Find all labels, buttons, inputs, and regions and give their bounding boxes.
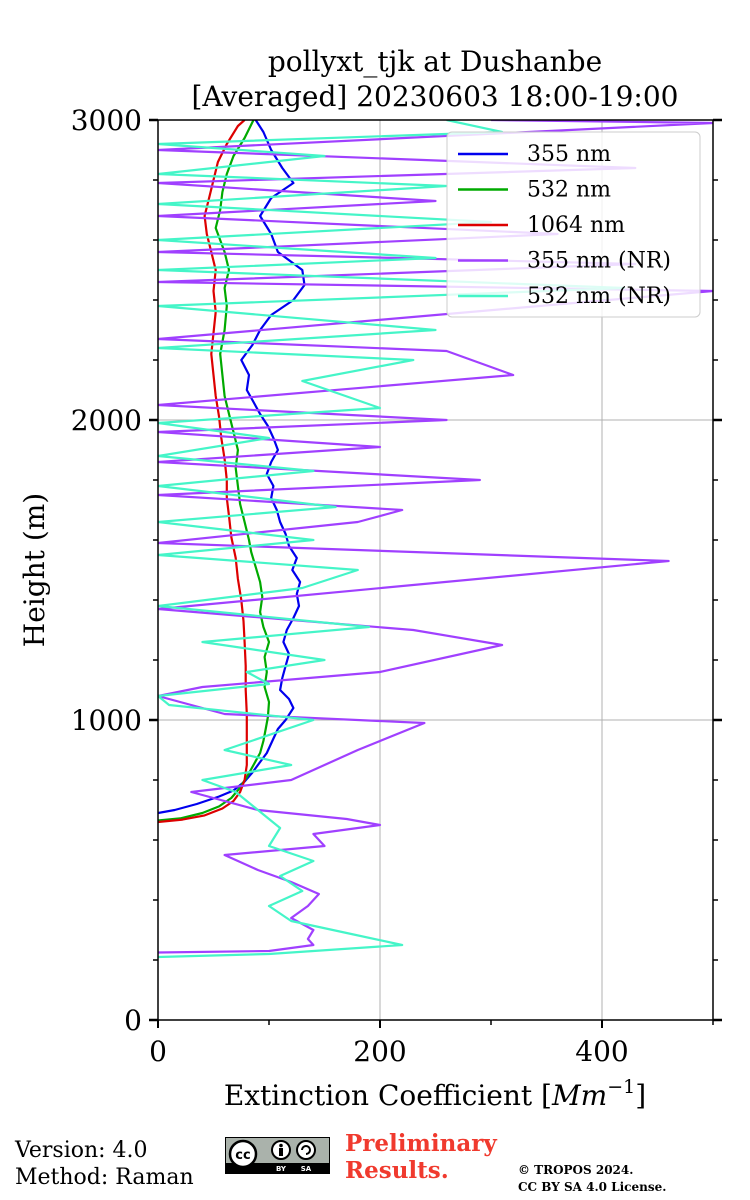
x-axis-label-exp: −1 [607,1076,635,1098]
copyright-line2: CC BY SA 4.0 License. [518,1180,667,1194]
y-axis-label: Height (m) [18,493,51,647]
plot-frame [157,119,714,1021]
by-label: BY [276,1165,287,1173]
cc-logo-icon [228,1139,258,1169]
version-text: Version: 4.0 [15,1138,148,1163]
x-tick-label-1: 200 [353,1035,406,1068]
axis-ticks: 0 200 400 0 1000 2000 3000 [71,104,722,1068]
y-tick-label-3: 3000 [71,104,142,137]
copyright-line1: © TROPOS 2024. [518,1163,634,1177]
series-line-2 [158,120,248,824]
x-tick-label-2: 400 [575,1035,628,1068]
chart-title-line2: [Averaged] 20230603 18:00-19:00 [192,80,679,113]
legend-label-2: 1064 nm [527,213,625,238]
method-text: Method: Raman [15,1165,194,1190]
legend-label-4: 532 nm (NR) [527,284,671,309]
cc-by-sa-license-badge: cc BY SA [225,1137,330,1174]
x-tick-label-0: 0 [149,1035,167,1068]
x-axis-label-prefix: Extinction Coefficient [ [224,1079,552,1112]
x-axis-label-unit: Mm [551,1079,607,1112]
legend-label-1: 532 nm [527,178,611,203]
legend-label-0: 355 nm [527,142,611,167]
extinction-profile-chart: pollyxt_tjk at Dushanbe [Averaged] 20230… [18,45,722,1112]
preliminary-results-line1: Preliminary [345,1130,497,1157]
y-tick-label-2: 2000 [71,404,142,437]
cc-logo-text: cc [235,1148,250,1163]
y-tick-label-1: 1000 [71,704,142,737]
legend-label-3: 355 nm (NR) [527,249,671,274]
x-axis-label-suffix: ] [635,1079,646,1112]
x-axis-label: Extinction Coefficient [Mm−1] [224,1076,646,1112]
legend: 355 nm 532 nm 1064 nm 355 nm (NR) 532 nm (NR… [446,131,701,318]
y-tick-label-0: 0 [124,1004,142,1037]
legend-box [446,131,701,318]
sa-sharealike-icon [296,1140,316,1160]
chart-title-line1: pollyxt_tjk at Dushanbe [268,45,602,78]
preliminary-results-line2: Results. [345,1157,449,1184]
sa-label: SA [301,1165,312,1173]
series-line-4 [158,120,626,959]
